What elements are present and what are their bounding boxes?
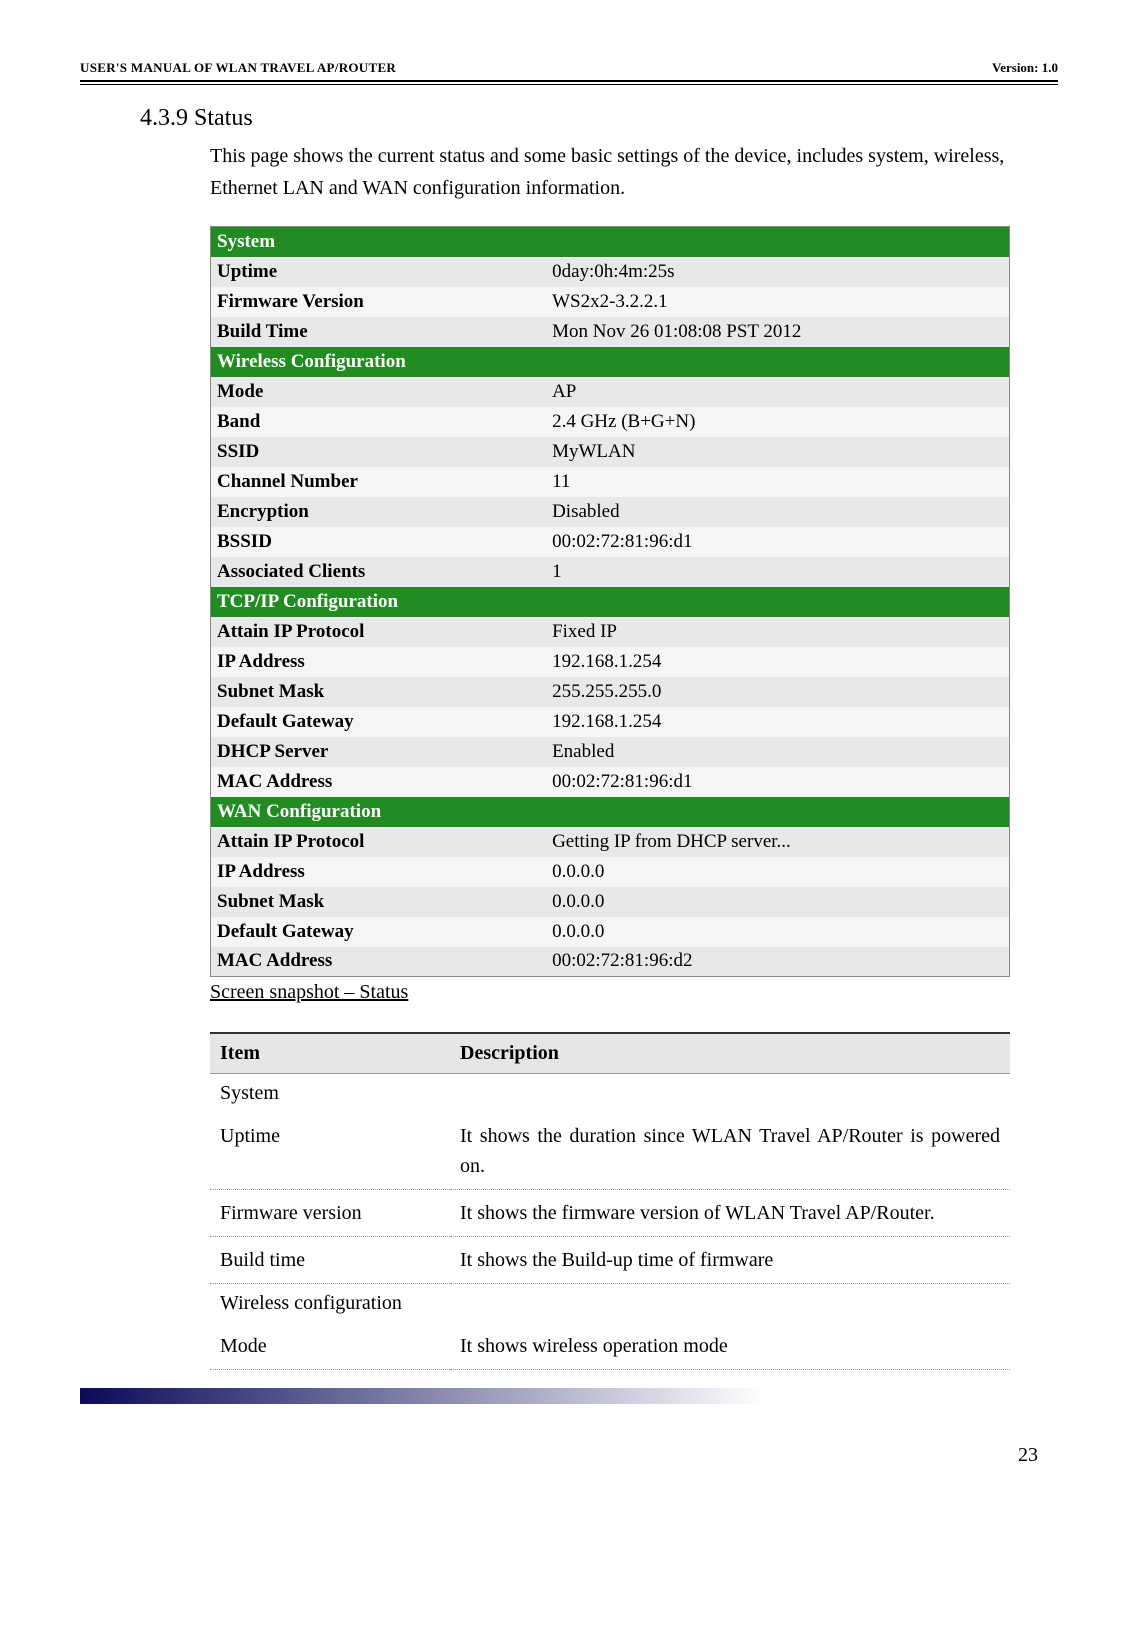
desc-fw-item: Firmware version (210, 1190, 450, 1237)
desc-fw-desc: It shows the firmware version of WLAN Tr… (450, 1190, 1010, 1237)
section-title: Status (194, 105, 253, 131)
section-heading: 4.3.9 Status (140, 105, 1058, 132)
assoc-label: Associated Clients (211, 557, 547, 587)
fw-value: WS2x2-3.2.2.1 (546, 287, 1009, 317)
assoc-value: 1 (546, 557, 1009, 587)
wan-subnet-value: 0.0.0.0 (546, 887, 1009, 917)
wan-attain-label: Attain IP Protocol (211, 827, 547, 857)
section-paragraph: This page shows the current status and s… (210, 140, 1038, 204)
header-left: USER'S MANUAL OF WLAN TRAVEL AP/ROUTER (80, 60, 396, 76)
ssid-value: MyWLAN (546, 437, 1009, 467)
uptime-value: 0day:0h:4m:25s (546, 257, 1009, 287)
gw-value: 192.168.1.254 (546, 707, 1009, 737)
bssid-label: BSSID (211, 527, 547, 557)
desc-mode-desc: It shows wireless operation mode (450, 1323, 1010, 1370)
band-value: 2.4 GHz (B+G+N) (546, 407, 1009, 437)
wan-mac-label: MAC Address (211, 947, 547, 977)
desc-build-desc: It shows the Build-up time of firmware (450, 1237, 1010, 1284)
band-label: Band (211, 407, 547, 437)
screenshot-caption: Screen snapshot – Status (210, 981, 1058, 1004)
wan-mac-value: 00:02:72:81:96:d2 (546, 947, 1009, 977)
wan-ip-value: 0.0.0.0 (546, 857, 1009, 887)
wireless-header: Wireless Configuration (211, 347, 1010, 377)
bssid-value: 00:02:72:81:96:d1 (546, 527, 1009, 557)
ip-label: IP Address (211, 647, 547, 677)
description-table: Item Description System Uptime It shows … (210, 1032, 1010, 1370)
enc-value: Disabled (546, 497, 1009, 527)
gw-label: Default Gateway (211, 707, 547, 737)
attain-value: Fixed IP (546, 617, 1009, 647)
ssid-label: SSID (211, 437, 547, 467)
mode-value: AP (546, 377, 1009, 407)
tcpip-header: TCP/IP Configuration (211, 587, 1010, 617)
wan-gw-label: Default Gateway (211, 917, 547, 947)
dhcp-value: Enabled (546, 737, 1009, 767)
build-value: Mon Nov 26 01:08:08 PST 2012 (546, 317, 1009, 347)
build-label: Build Time (211, 317, 547, 347)
desc-uptime-item: Uptime (210, 1113, 450, 1190)
chan-label: Channel Number (211, 467, 547, 497)
ip-value: 192.168.1.254 (546, 647, 1009, 677)
section-number: 4.3.9 (140, 105, 188, 131)
desc-header-item: Item (210, 1033, 450, 1074)
page-number: 23 (80, 1444, 1038, 1467)
header-rule-thin (80, 84, 1058, 85)
footer-gradient (80, 1388, 1058, 1404)
status-table: System Uptime0day:0h:4m:25s Firmware Ver… (210, 226, 1010, 977)
desc-header-desc: Description (450, 1033, 1010, 1074)
mac-label: MAC Address (211, 767, 547, 797)
system-header: System (211, 227, 1010, 257)
desc-system: System (210, 1074, 1010, 1114)
subnet-label: Subnet Mask (211, 677, 547, 707)
header-rule-thick (80, 80, 1058, 82)
desc-build-item: Build time (210, 1237, 450, 1284)
attain-label: Attain IP Protocol (211, 617, 547, 647)
wan-subnet-label: Subnet Mask (211, 887, 547, 917)
fw-label: Firmware Version (211, 287, 547, 317)
wan-gw-value: 0.0.0.0 (546, 917, 1009, 947)
mac-value: 00:02:72:81:96:d1 (546, 767, 1009, 797)
mode-label: Mode (211, 377, 547, 407)
chan-value: 11 (546, 467, 1009, 497)
wan-ip-label: IP Address (211, 857, 547, 887)
desc-mode-item: Mode (210, 1323, 450, 1370)
page-header: USER'S MANUAL OF WLAN TRAVEL AP/ROUTER V… (80, 60, 1058, 76)
wan-attain-value: Getting IP from DHCP server... (546, 827, 1009, 857)
header-right: Version: 1.0 (992, 60, 1058, 76)
uptime-label: Uptime (211, 257, 547, 287)
desc-wireless: Wireless configuration (210, 1284, 1010, 1324)
subnet-value: 255.255.255.0 (546, 677, 1009, 707)
desc-uptime-desc: It shows the duration since WLAN Travel … (450, 1113, 1010, 1190)
wan-header: WAN Configuration (211, 797, 1010, 827)
dhcp-label: DHCP Server (211, 737, 547, 767)
enc-label: Encryption (211, 497, 547, 527)
